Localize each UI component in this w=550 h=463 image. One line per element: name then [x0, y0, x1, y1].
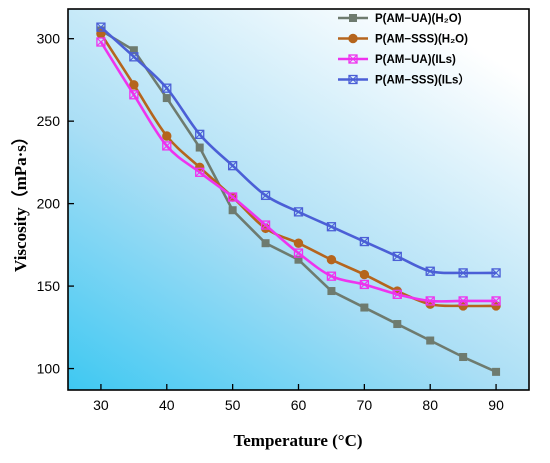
plot-background: [68, 9, 529, 390]
data-point: [491, 301, 501, 311]
data-point: [227, 161, 238, 171]
series-2: [96, 37, 501, 306]
data-point: [326, 271, 337, 281]
x-tick-label: 50: [225, 397, 241, 413]
x-tick-label: 90: [488, 397, 504, 413]
x-tick-label: 80: [422, 397, 438, 413]
data-point: [293, 248, 304, 258]
data-point: [392, 251, 402, 262]
data-point: [326, 255, 337, 265]
data-point: [162, 141, 172, 151]
x-tick-label: 30: [93, 397, 109, 413]
data-point: [294, 255, 303, 264]
data-point: [293, 238, 304, 248]
data-point: [162, 94, 171, 103]
legend-label: P(AM−UA)(ILs): [375, 54, 456, 66]
legend-swatch-marker: [348, 74, 358, 85]
data-point: [129, 80, 139, 90]
data-point: [425, 266, 435, 276]
x-tick-label: 40: [159, 397, 175, 413]
x-tick-label: 60: [291, 397, 307, 413]
data-point: [195, 167, 205, 177]
data-point: [162, 131, 172, 141]
data-point: [491, 296, 501, 306]
data-point: [96, 22, 106, 32]
legend-swatch-marker: [348, 54, 358, 64]
data-point: [129, 52, 139, 62]
legend-label: P(AM−UA)(H₂O): [375, 13, 462, 25]
legend-label: P(AM−SSS)(ILs）: [375, 73, 470, 87]
data-point: [260, 220, 271, 230]
data-point: [359, 279, 370, 290]
data-point: [195, 129, 205, 140]
y-tick-label: 150: [37, 278, 61, 294]
data-point: [491, 268, 501, 278]
legend-item: P(AM−SSS)(H₂O): [338, 34, 468, 46]
data-point: [458, 268, 468, 278]
legend-item: P(AM−UA)(H₂O): [338, 13, 462, 25]
data-point: [359, 236, 370, 247]
y-tick-label: 200: [37, 196, 61, 212]
data-point: [426, 336, 435, 345]
data-point: [228, 206, 237, 215]
data-point: [129, 46, 138, 55]
series-3: [96, 22, 501, 278]
y-tick-label: 300: [37, 31, 61, 47]
data-point: [492, 367, 501, 376]
data-point: [260, 190, 271, 201]
data-point: [129, 90, 139, 100]
data-point: [162, 83, 172, 93]
legend-item: P(AM−UA)(ILs): [338, 54, 456, 66]
data-point: [261, 239, 270, 248]
data-point: [393, 320, 402, 329]
data-point: [96, 37, 106, 47]
series-layer: [96, 22, 501, 376]
data-point: [458, 301, 468, 311]
data-point: [392, 289, 402, 299]
x-axis-title: Temperature (°C): [233, 431, 362, 450]
x-tick-label: 70: [357, 397, 373, 413]
legend-swatch-marker: [349, 14, 357, 22]
y-tick-label: 250: [37, 113, 61, 129]
legend-label: P(AM−SSS)(H₂O): [375, 34, 468, 46]
data-point: [360, 303, 369, 312]
data-point: [327, 287, 336, 296]
legend-item: P(AM−SSS)(ILs）: [338, 73, 470, 87]
y-tick-label: 100: [37, 361, 61, 377]
data-point: [425, 296, 435, 306]
axis-layer: 30 40 50 60 70 80 90 100 150 200 250 300: [37, 31, 504, 413]
data-point: [195, 143, 204, 152]
data-point: [459, 353, 468, 362]
data-point: [458, 296, 468, 306]
data-point: [293, 207, 304, 217]
legend-swatch-marker: [348, 33, 358, 44]
legend: P(AM−UA)(H₂O) P(AM−SSS)(H₂O) P(AM−UA)(ILs)…: [338, 13, 470, 87]
data-point: [227, 192, 238, 202]
y-axis-title: Viscosity（mPa·s）: [10, 128, 30, 272]
data-point: [359, 269, 370, 280]
data-point: [326, 222, 337, 232]
